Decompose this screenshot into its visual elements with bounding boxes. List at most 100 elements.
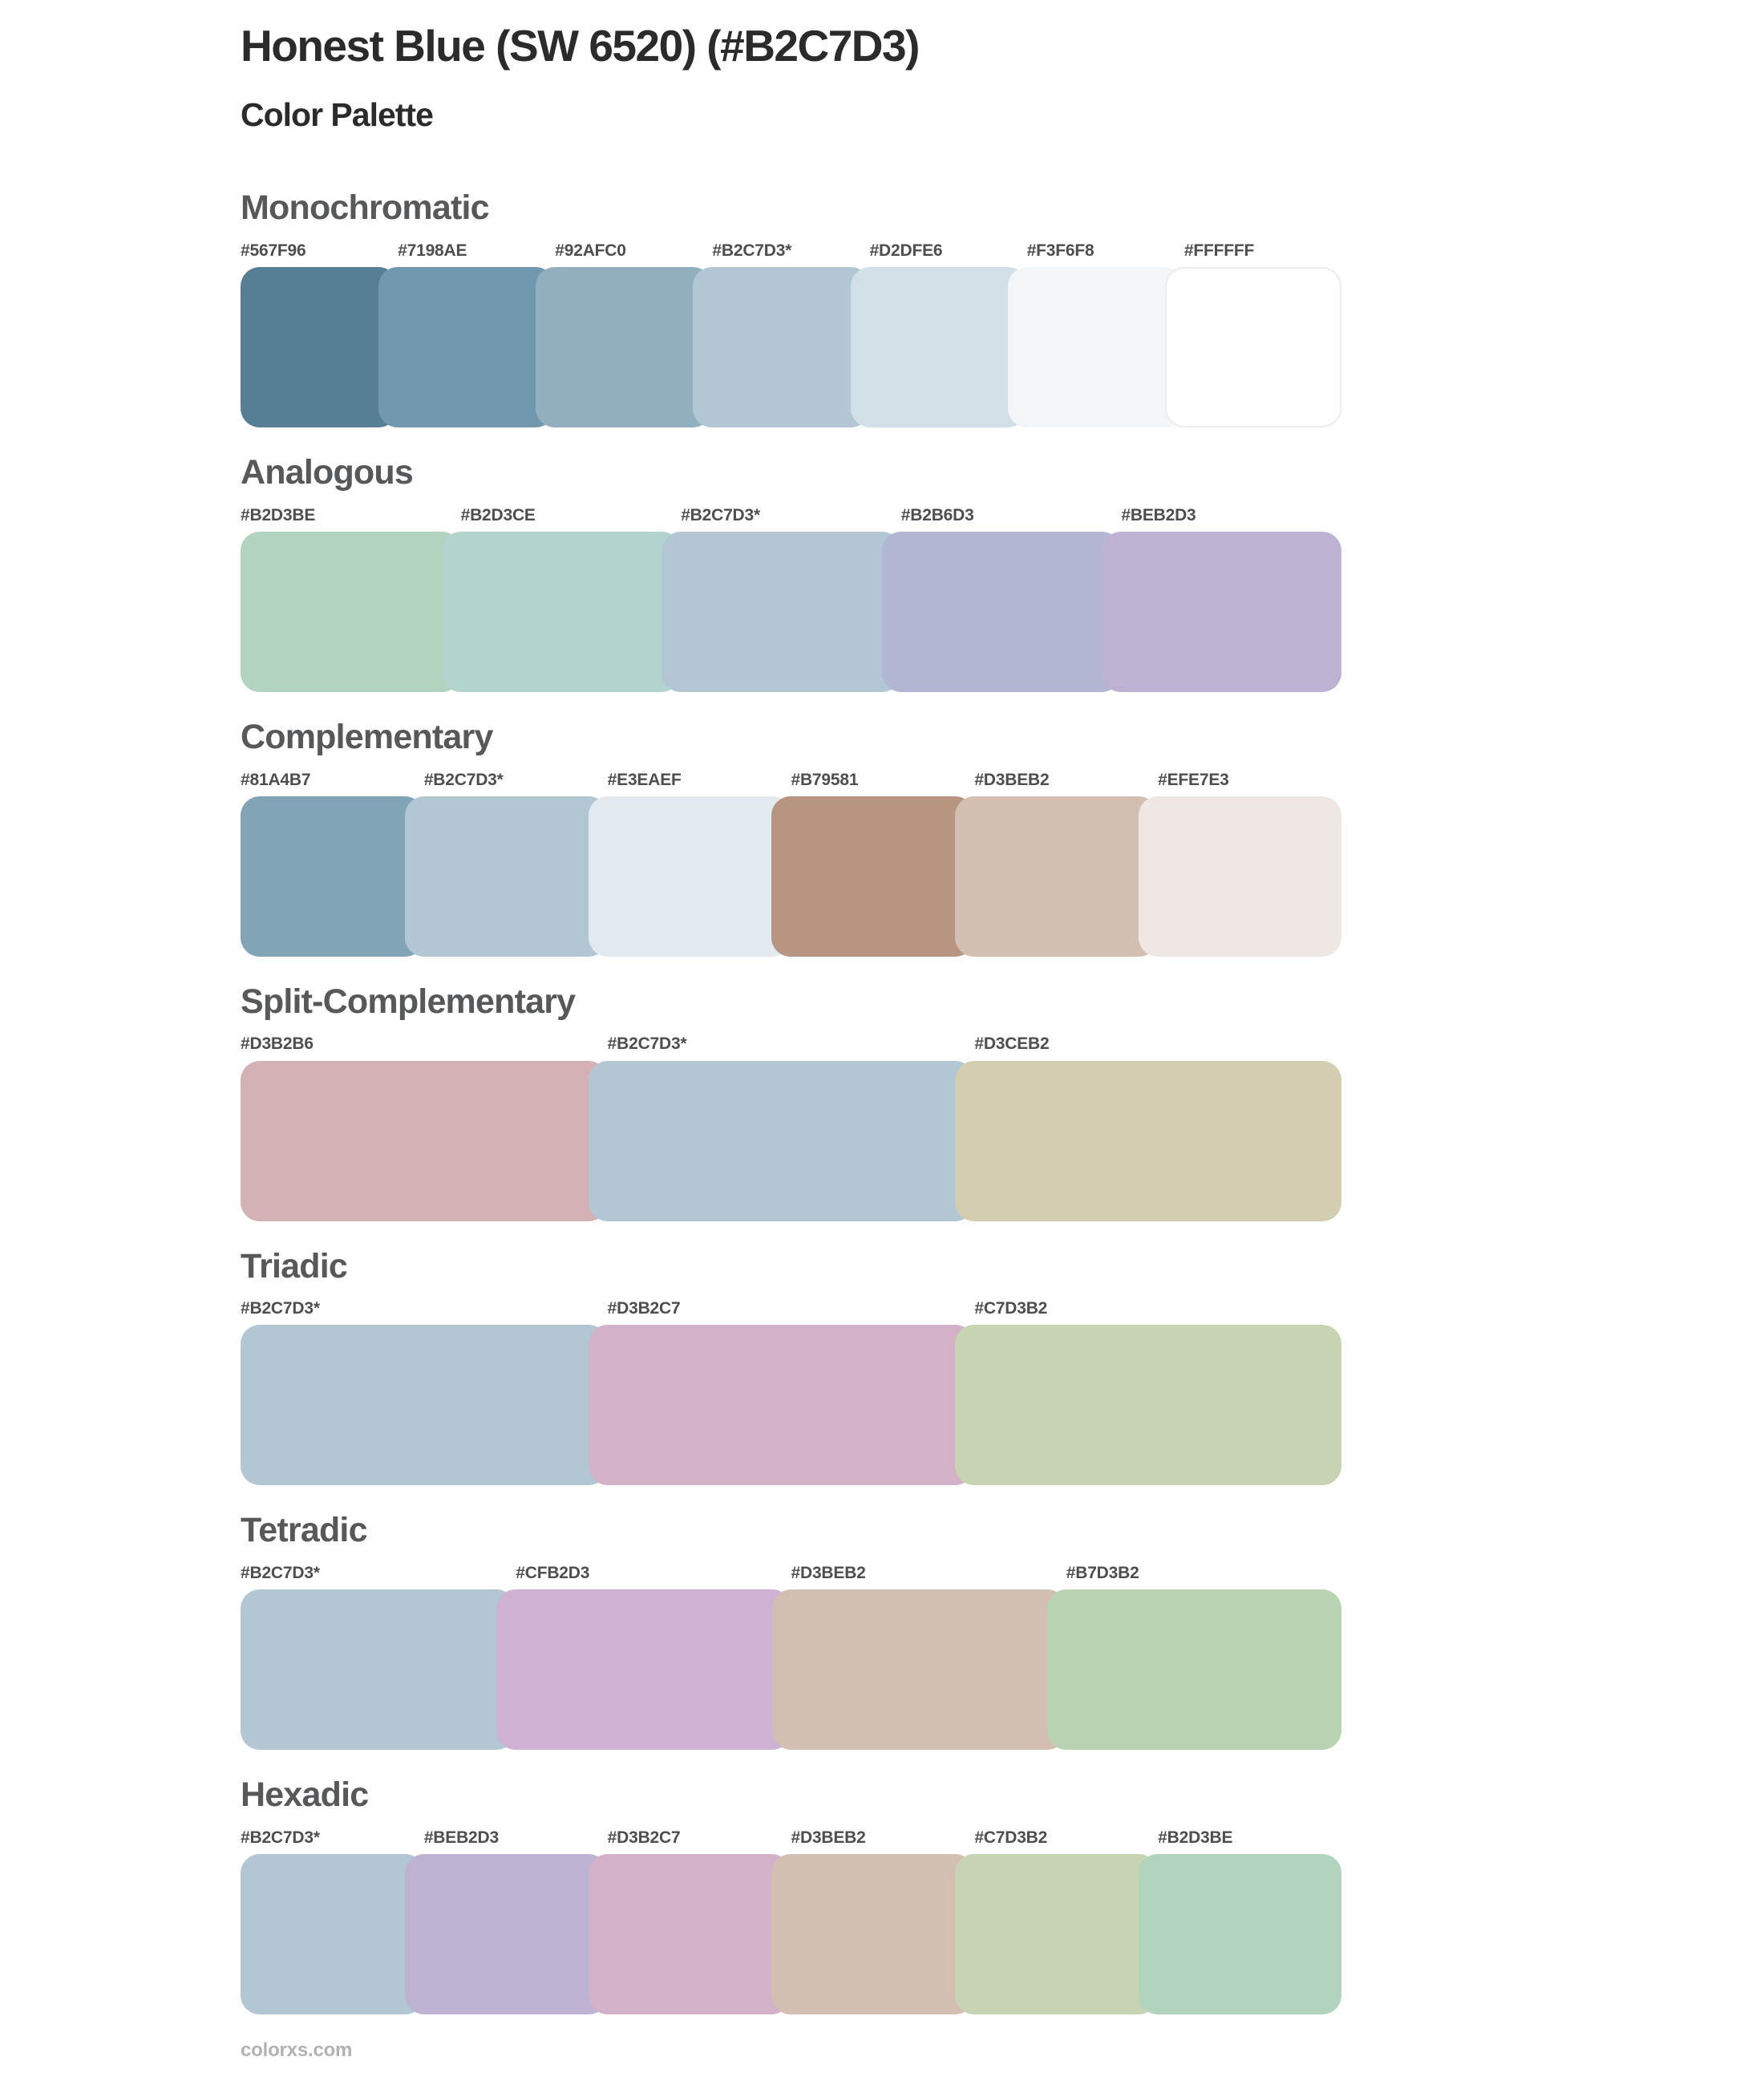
swatch-column: #B2D3CE — [441, 505, 682, 692]
swatch-hex-label: #D3BEB2 — [974, 770, 1050, 789]
swatch-hex-label: #E3EAEF — [607, 770, 682, 789]
swatch-hex-label: #B2D3BE — [241, 505, 316, 524]
swatch-hex-label: #D3B2C7 — [607, 1299, 681, 1318]
color-swatch[interactable] — [771, 1589, 1066, 1751]
swatch-column: #B2D3BE — [1139, 1828, 1341, 2014]
color-swatch[interactable] — [241, 1853, 424, 2014]
swatch-hex-label: #B2C7D3* — [241, 1828, 320, 1847]
swatch-column: #81A4B7 — [241, 770, 424, 957]
section-heading: Tetradic — [241, 1511, 367, 1550]
color-swatch[interactable] — [588, 1853, 791, 2014]
swatch-column: #B2D3BE — [241, 505, 461, 692]
color-swatch[interactable] — [241, 796, 424, 957]
swatch-hex-label: #B2C7D3* — [423, 770, 504, 789]
page-subtitle: Color Palette — [241, 96, 434, 134]
swatch-hex-label: #B2C7D3* — [681, 505, 760, 524]
color-swatch[interactable] — [1139, 1853, 1341, 2014]
color-swatch[interactable] — [241, 532, 461, 692]
swatch-hex-label: #D3CEB2 — [974, 1034, 1050, 1054]
section-analogous: Analogous #B2D3BE #B2D3CE #B2C7D3* #B2B6D3 #B… — [241, 452, 1341, 692]
page-title: Honest Blue (SW 6520) (#B2C7D3) — [241, 21, 920, 71]
swatch-hex-label: #BEB2D3 — [1121, 505, 1196, 524]
color-swatch[interactable] — [378, 267, 556, 428]
color-swatch[interactable] — [1046, 1589, 1341, 1751]
swatch-column: #B2C7D3* — [662, 505, 901, 692]
section-heading: Complementary — [241, 718, 493, 756]
swatch-hex-label: #D3BEB2 — [791, 1828, 866, 1847]
palette-sections: Monochromatic #567F96 #7198AE #92AFC0 #B2C7D… — [241, 188, 1342, 2014]
swatch-hex-label: #EFE7E3 — [1158, 770, 1229, 789]
swatch-column: #C7D3B2 — [955, 1828, 1159, 2014]
swatch-hex-label: #D3B2C7 — [607, 1828, 681, 1847]
section-heading: Analogous — [241, 453, 414, 492]
swatch-column: #B2C7D3* — [241, 1828, 424, 2014]
color-swatch[interactable] — [1164, 267, 1341, 428]
swatch-column: #B2B6D3 — [881, 505, 1122, 692]
swatch-hex-label: #B2C7D3* — [607, 1034, 687, 1054]
color-swatch[interactable] — [404, 796, 608, 957]
color-swatch[interactable] — [955, 796, 1159, 957]
swatch-column: #B79581 — [771, 770, 975, 957]
swatch-hex-label: #D3BEB2 — [791, 1563, 866, 1582]
swatch-hex-label: #B2D3CE — [460, 505, 536, 524]
swatch-column: #B2C7D3* — [241, 1298, 608, 1486]
swatch-row: #B2D3BE #B2D3CE #B2C7D3* #B2B6D3 #BEB2D3 — [241, 505, 1341, 692]
color-swatch[interactable] — [241, 1325, 608, 1486]
color-swatch[interactable] — [1139, 796, 1341, 957]
swatch-hex-label: #D3B2B6 — [241, 1034, 314, 1054]
color-swatch[interactable] — [693, 267, 870, 428]
swatch-column: #D3B2C7 — [588, 1298, 975, 1486]
color-swatch[interactable] — [955, 1325, 1342, 1486]
color-swatch[interactable] — [441, 532, 682, 692]
swatch-column: #D3BEB2 — [955, 770, 1159, 957]
swatch-column: #BEB2D3 — [1102, 505, 1341, 692]
section-split-complementary: Split-Complementary #D3B2B6 #B2C7D3* #D3CEB… — [241, 982, 1342, 1221]
color-swatch[interactable] — [1102, 532, 1341, 692]
color-swatch[interactable] — [588, 1325, 975, 1486]
footer-site-link[interactable]: colorxs.com — [241, 2038, 353, 2061]
color-swatch[interactable] — [771, 796, 975, 957]
swatch-hex-label: #D2DFE6 — [869, 241, 943, 261]
color-swatch[interactable] — [241, 1060, 608, 1221]
color-swatch[interactable] — [850, 267, 1027, 428]
swatch-column: #567F96 — [241, 241, 399, 428]
color-swatch[interactable] — [588, 1060, 975, 1221]
swatch-hex-label: #92AFC0 — [555, 241, 626, 261]
swatch-column: #B2C7D3* — [404, 770, 608, 957]
section-triadic: Triadic #B2C7D3* #D3B2C7 #C7D3B2 — [241, 1246, 1342, 1486]
color-swatch[interactable] — [662, 532, 901, 692]
swatch-column: #FFFFFF — [1164, 241, 1341, 428]
color-swatch[interactable] — [881, 532, 1122, 692]
swatch-hex-label: #B79581 — [791, 770, 859, 789]
swatch-column: #D3BEB2 — [771, 1563, 1066, 1751]
section-complementary: Complementary #81A4B7 #B2C7D3* #E3EAEF #B795… — [241, 717, 1341, 957]
swatch-column: #D3B2C7 — [588, 1828, 791, 2014]
color-swatch[interactable] — [588, 796, 791, 957]
color-swatch[interactable] — [241, 267, 399, 428]
color-swatch[interactable] — [955, 1853, 1159, 2014]
swatch-hex-label: #C7D3B2 — [974, 1828, 1048, 1847]
color-swatch[interactable] — [955, 1060, 1342, 1221]
color-swatch[interactable] — [496, 1589, 791, 1751]
swatch-hex-label: #B2C7D3* — [241, 1299, 320, 1318]
color-swatch[interactable] — [536, 267, 713, 428]
swatch-row: #B2C7D3* #D3B2C7 #C7D3B2 — [241, 1298, 1342, 1486]
swatch-column: #F3F6F8 — [1007, 241, 1184, 428]
swatch-column: #92AFC0 — [536, 241, 713, 428]
swatch-hex-label: #567F96 — [241, 241, 306, 261]
color-swatch[interactable] — [241, 1589, 516, 1751]
swatch-hex-label: #CFB2D3 — [516, 1563, 590, 1582]
color-swatch[interactable] — [404, 1853, 608, 2014]
swatch-row: #B2C7D3* #BEB2D3 #D3B2C7 #D3BEB2 #C7D3B2 #B2D… — [241, 1828, 1341, 2014]
swatch-row: #81A4B7 #B2C7D3* #E3EAEF #B79581 #D3BEB2 #EFE… — [241, 770, 1341, 957]
color-swatch[interactable] — [771, 1853, 975, 2014]
swatch-column: #B2C7D3* — [241, 1563, 516, 1751]
page-content: Honest Blue (SW 6520) (#B2C7D3) Color Pa… — [241, 21, 1342, 2062]
swatch-row: #567F96 #7198AE #92AFC0 #B2C7D3* #D2DFE6 #F3F… — [241, 241, 1341, 428]
swatch-column: #BEB2D3 — [404, 1828, 608, 2014]
swatch-column: #CFB2D3 — [496, 1563, 791, 1751]
swatch-row: #D3B2B6 #B2C7D3* #D3CEB2 — [241, 1034, 1342, 1221]
color-swatch[interactable] — [1007, 267, 1184, 428]
swatch-hex-label: #B2B6D3 — [900, 505, 974, 524]
section-heading: Split-Complementary — [241, 982, 576, 1021]
